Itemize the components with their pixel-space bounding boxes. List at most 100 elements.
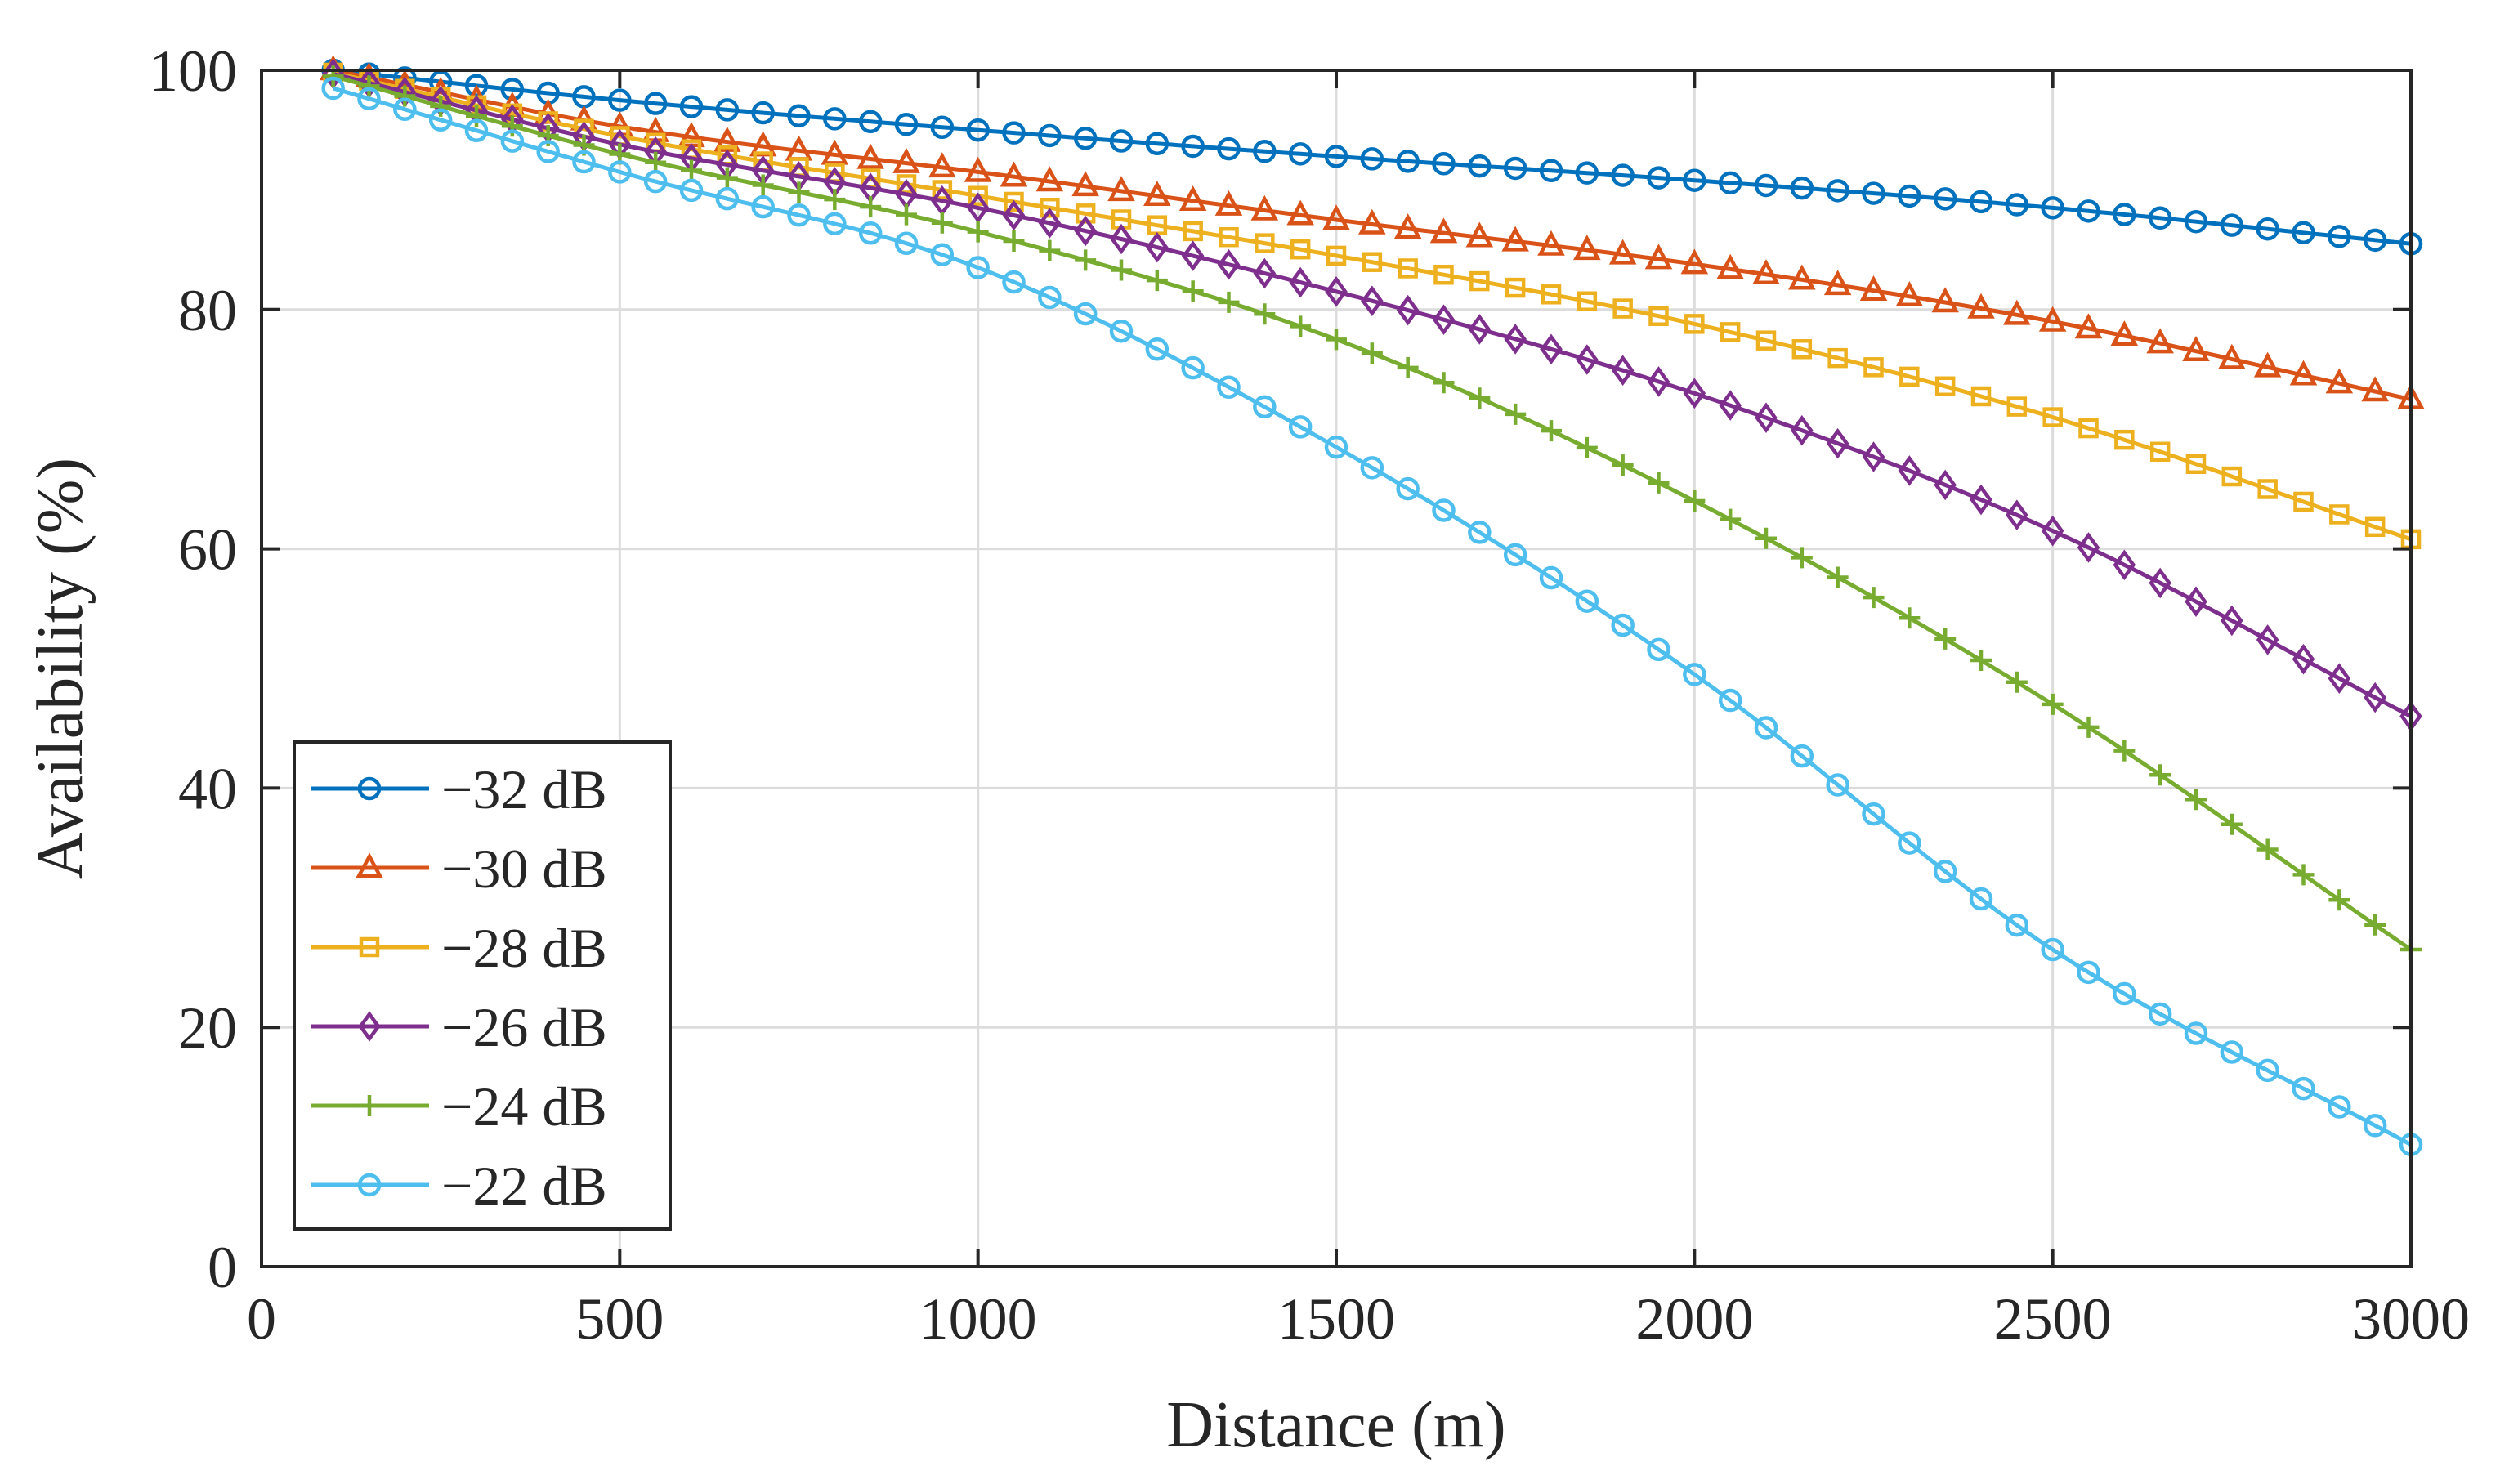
data-point [2329,504,2350,525]
data-point [2221,466,2243,487]
x-tick-label: 2000 [1635,1286,1753,1352]
data-point [645,151,667,173]
data-point [1790,176,1814,200]
data-point [2185,586,2207,617]
data-point [1326,245,1347,266]
data-point [1182,280,1204,302]
data-point [1181,355,1205,380]
data-point [1503,156,1527,181]
data-point [1967,293,1995,319]
data-point [1004,191,1024,212]
data-point [1934,469,1957,501]
data-point [1718,688,1742,713]
data-point [2114,429,2135,450]
data-point [2038,306,2067,332]
data-point [1969,190,1993,214]
data-point [1683,663,1706,686]
data-point [1396,294,1420,326]
data-point [1324,435,1348,459]
data-point [1716,253,1744,279]
data-point [858,221,883,245]
data-point [1612,298,1633,319]
data-point [751,194,775,219]
data-point [1253,139,1277,163]
data-point [2149,764,2171,786]
data-point [2364,914,2386,936]
data-point [930,243,955,266]
data-point [1254,303,1276,325]
data-point [1286,199,1314,226]
data-point [466,105,487,127]
x-tick-label: 1500 [1277,1286,1395,1352]
data-point [1647,366,1670,397]
data-point [2256,217,2279,241]
data-point [357,87,381,111]
data-point [1862,181,1885,205]
data-point [2077,960,2100,985]
data-point [1684,314,1705,334]
data-point [1038,208,1062,239]
data-point [1970,484,1992,516]
data-point [1539,565,1563,590]
data-point [2328,225,2351,248]
data-point [1289,266,1312,298]
data-point [930,115,955,140]
data-point [1720,508,1742,530]
data-point [2328,1095,2351,1119]
data-point [1038,285,1062,310]
data-point [679,178,704,203]
data-point [2006,396,2028,417]
series-line [333,68,2412,402]
data-point [1324,145,1348,168]
data-point [1576,436,1598,458]
x-tick-label: 1000 [919,1286,1037,1352]
data-point [1577,291,1598,312]
legend-marker [357,1173,382,1197]
data-point [1826,179,1849,203]
data-point [715,98,740,122]
data-point [1146,270,1168,292]
data-point [1398,258,1418,279]
data-point [896,203,917,226]
data-point [2292,221,2315,245]
legend-marker [357,776,382,801]
data-point [2113,203,2136,226]
data-point [2253,351,2282,378]
data-point [2149,441,2171,463]
data-point [1290,315,1312,337]
legend-marker [359,1095,380,1116]
data-point [1468,521,1492,544]
data-point [1680,248,1709,275]
data-point [1432,152,1456,176]
data-point [787,203,811,227]
x-axis-label: Distance (m) [1166,1389,1505,1461]
data-point [966,256,990,279]
data-point [430,95,452,117]
data-point [2328,889,2350,911]
data-point [1000,161,1028,187]
legend-entry: −28 dB [311,917,607,979]
data-point [1255,233,1275,253]
data-point [2077,532,2100,563]
data-point [1791,547,1813,569]
data-point [1755,527,1777,549]
data-point [608,160,632,184]
data-point [2041,937,2064,962]
data-point [1970,386,1992,407]
data-point [1684,490,1706,512]
data-point [1002,270,1026,294]
data-point [1002,121,1026,145]
data-point [1537,230,1565,256]
data-point [358,75,380,97]
data-point [824,189,846,211]
data-point [2110,320,2139,346]
data-point [1109,129,1134,153]
data-point [1539,159,1563,183]
data-point [1501,226,1529,252]
series-4 [322,65,2422,961]
data-point [643,169,668,194]
data-point [2184,209,2208,234]
data-point [894,113,919,136]
legend-box [293,740,672,1231]
data-point [2149,567,2171,599]
